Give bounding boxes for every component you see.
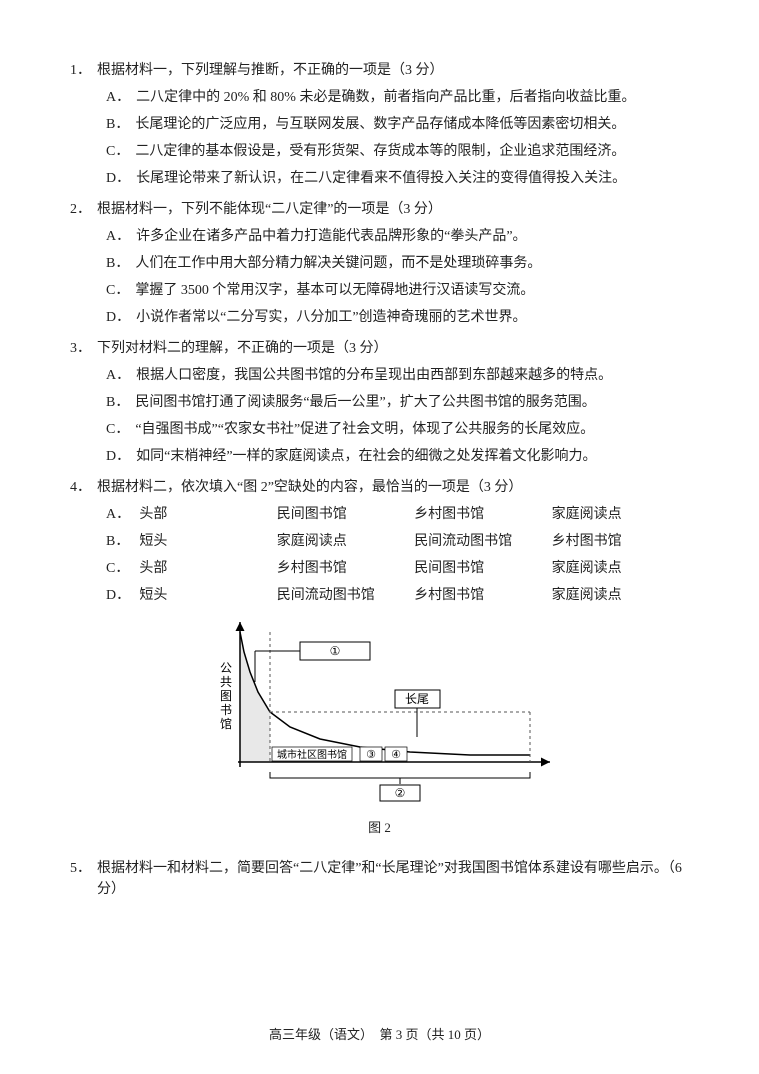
question-1: 1． 根据材料一，下列理解与推断，不正确的一项是（3 分） A．二八定律中的 2… <box>70 60 689 189</box>
option-cell: 民间流动图书馆 <box>277 585 414 606</box>
option-label: C． <box>106 558 139 579</box>
question-stem: 1． 根据材料一，下列理解与推断，不正确的一项是（3 分） <box>70 60 689 81</box>
option-cell: 头部 <box>139 558 276 579</box>
option-d: D．长尾理论带来了新认识，在二八定律看来不值得投入关注的变得值得投入关注。 <box>106 168 689 189</box>
long-tail-diagram: 公共图书馆 ① 长尾城市社区图书馆 ③ ④ ② <box>200 622 560 807</box>
option-c: C．掌握了 3500 个常用汉字，基本可以无障碍地进行汉语读写交流。 <box>106 280 689 301</box>
page-footer: 高三年级（语文） 第 3 页（共 10 页） <box>0 1025 759 1045</box>
svg-text:②: ② <box>394 786 405 800</box>
option-label: C． <box>106 141 135 162</box>
option-cell: 家庭阅读点 <box>277 531 414 552</box>
question-stem: 4． 根据材料二，依次填入“图 2”空缺处的内容，最恰当的一项是（3 分） <box>70 477 689 498</box>
svg-text:①: ① <box>329 644 340 658</box>
option-label: D． <box>106 307 136 328</box>
options-list: A．根据人口密度，我国公共图书馆的分布呈现出由西部到东部越来越多的特点。 B．民… <box>70 365 689 467</box>
option-cell: 家庭阅读点 <box>552 585 689 606</box>
question-text: 根据材料二，依次填入“图 2”空缺处的内容，最恰当的一项是（3 分） <box>97 477 689 498</box>
svg-text:馆: 馆 <box>219 716 231 731</box>
option-label: D． <box>106 585 139 606</box>
option-label: B． <box>106 531 139 552</box>
option-label: C． <box>106 280 135 301</box>
option-label: B． <box>106 253 135 274</box>
option-b: B．长尾理论的广泛应用，与互联网发展、数字产品存储成本降低等因素密切相关。 <box>106 114 689 135</box>
svg-text:城市社区图书馆: 城市社区图书馆 <box>277 748 347 761</box>
option-text: 二八定律的基本假设是，受有形货架、存货成本等的限制，企业追求范围经济。 <box>135 141 689 162</box>
option-d: D． 短头 民间流动图书馆 乡村图书馆 家庭阅读点 <box>70 585 689 606</box>
option-text: 许多企业在诸多产品中着力打造能代表品牌形象的“拳头产品”。 <box>136 226 689 247</box>
option-cell: 民间流动图书馆 <box>414 531 551 552</box>
option-a: A． 头部 民间图书馆 乡村图书馆 家庭阅读点 <box>70 504 689 525</box>
option-text: 长尾理论带来了新认识，在二八定律看来不值得投入关注的变得值得投入关注。 <box>136 168 689 189</box>
option-b: B．民间图书馆打通了阅读服务“最后一公里”，扩大了公共图书馆的服务范围。 <box>106 392 689 413</box>
svg-text:④: ④ <box>391 749 401 761</box>
option-d: D．如同“末梢神经”一样的家庭阅读点，在社会的细微之处发挥着文化影响力。 <box>106 446 689 467</box>
option-cell: 短头 <box>139 531 276 552</box>
svg-text:书: 书 <box>219 703 231 717</box>
option-a: A．根据人口密度，我国公共图书馆的分布呈现出由西部到东部越来越多的特点。 <box>106 365 689 386</box>
question-number: 1． <box>70 60 97 81</box>
option-text: 如同“末梢神经”一样的家庭阅读点，在社会的细微之处发挥着文化影响力。 <box>136 446 689 467</box>
option-text: 长尾理论的广泛应用，与互联网发展、数字产品存储成本降低等因素密切相关。 <box>135 114 689 135</box>
question-number: 3． <box>70 338 97 359</box>
option-a: A．二八定律中的 20% 和 80% 未必是确数，前者指向产品比重，后者指向收益… <box>106 87 689 108</box>
option-text: “自强图书成”“农家女书社”促进了社会文明，体现了公共服务的长尾效应。 <box>135 419 689 440</box>
option-text: 民间图书馆打通了阅读服务“最后一公里”，扩大了公共图书馆的服务范围。 <box>135 392 689 413</box>
question-text: 根据材料一，下列不能体现“二八定律”的一项是（3 分） <box>97 199 689 220</box>
option-label: B． <box>106 392 135 413</box>
option-label: D． <box>106 446 136 467</box>
question-stem: 3． 下列对材料二的理解，不正确的一项是（3 分） <box>70 338 689 359</box>
question-5: 5． 根据材料一和材料二，简要回答“二八定律”和“长尾理论”对我国图书馆体系建设… <box>70 858 689 900</box>
option-text: 小说作者常以“二分写实，八分加工”创造神奇瑰丽的艺术世界。 <box>136 307 689 328</box>
question-number: 4． <box>70 477 97 498</box>
option-c: C．“自强图书成”“农家女书社”促进了社会文明，体现了公共服务的长尾效应。 <box>106 419 689 440</box>
question-4: 4． 根据材料二，依次填入“图 2”空缺处的内容，最恰当的一项是（3 分） A．… <box>70 477 689 606</box>
option-cell: 头部 <box>139 504 276 525</box>
option-label: A． <box>106 226 136 247</box>
option-cell: 家庭阅读点 <box>552 504 689 525</box>
svg-text:公: 公 <box>219 661 231 675</box>
question-stem: 5． 根据材料一和材料二，简要回答“二八定律”和“长尾理论”对我国图书馆体系建设… <box>70 858 689 900</box>
svg-text:图: 图 <box>219 689 231 703</box>
option-d: D．小说作者常以“二分写实，八分加工”创造神奇瑰丽的艺术世界。 <box>106 307 689 328</box>
question-number: 2． <box>70 199 97 220</box>
option-label: A． <box>106 365 136 386</box>
option-cell: 家庭阅读点 <box>552 558 689 579</box>
figure-2: 公共图书馆 ① 长尾城市社区图书馆 ③ ④ ② 图 2 <box>70 622 689 838</box>
option-cell: 民间图书馆 <box>414 558 551 579</box>
question-text: 下列对材料二的理解，不正确的一项是（3 分） <box>97 338 689 359</box>
option-cell: 乡村图书馆 <box>414 585 551 606</box>
question-number: 5． <box>70 858 97 900</box>
options-list: A．许多企业在诸多产品中着力打造能代表品牌形象的“拳头产品”。 B．人们在工作中… <box>70 226 689 328</box>
svg-text:长尾: 长尾 <box>404 692 428 706</box>
option-text: 根据人口密度，我国公共图书馆的分布呈现出由西部到东部越来越多的特点。 <box>136 365 689 386</box>
option-b: B．人们在工作中用大部分精力解决关键问题，而不是处理琐碎事务。 <box>106 253 689 274</box>
option-c: C． 头部 乡村图书馆 民间图书馆 家庭阅读点 <box>70 558 689 579</box>
option-text: 人们在工作中用大部分精力解决关键问题，而不是处理琐碎事务。 <box>135 253 689 274</box>
option-cell: 乡村图书馆 <box>414 504 551 525</box>
option-b: B． 短头 家庭阅读点 民间流动图书馆 乡村图书馆 <box>70 531 689 552</box>
option-label: A． <box>106 87 136 108</box>
option-text: 二八定律中的 20% 和 80% 未必是确数，前者指向产品比重，后者指向收益比重… <box>136 87 689 108</box>
question-3: 3． 下列对材料二的理解，不正确的一项是（3 分） A．根据人口密度，我国公共图… <box>70 338 689 467</box>
question-stem: 2． 根据材料一，下列不能体现“二八定律”的一项是（3 分） <box>70 199 689 220</box>
option-label: B． <box>106 114 135 135</box>
option-text: 掌握了 3500 个常用汉字，基本可以无障碍地进行汉语读写交流。 <box>135 280 689 301</box>
option-label: C． <box>106 419 135 440</box>
option-c: C．二八定律的基本假设是，受有形货架、存货成本等的限制，企业追求范围经济。 <box>106 141 689 162</box>
question-2: 2． 根据材料一，下列不能体现“二八定律”的一项是（3 分） A．许多企业在诸多… <box>70 199 689 328</box>
option-cell: 乡村图书馆 <box>277 558 414 579</box>
option-cell: 短头 <box>139 585 276 606</box>
svg-text:共: 共 <box>219 675 231 689</box>
svg-text:③: ③ <box>366 749 376 761</box>
figure-caption: 图 2 <box>200 818 560 838</box>
option-label: A． <box>106 504 139 525</box>
question-text: 根据材料一，下列理解与推断，不正确的一项是（3 分） <box>97 60 689 81</box>
options-list: A．二八定律中的 20% 和 80% 未必是确数，前者指向产品比重，后者指向收益… <box>70 87 689 189</box>
option-label: D． <box>106 168 136 189</box>
option-cell: 乡村图书馆 <box>552 531 689 552</box>
option-a: A．许多企业在诸多产品中着力打造能代表品牌形象的“拳头产品”。 <box>106 226 689 247</box>
option-cell: 民间图书馆 <box>277 504 414 525</box>
question-text: 根据材料一和材料二，简要回答“二八定律”和“长尾理论”对我国图书馆体系建设有哪些… <box>97 858 689 900</box>
